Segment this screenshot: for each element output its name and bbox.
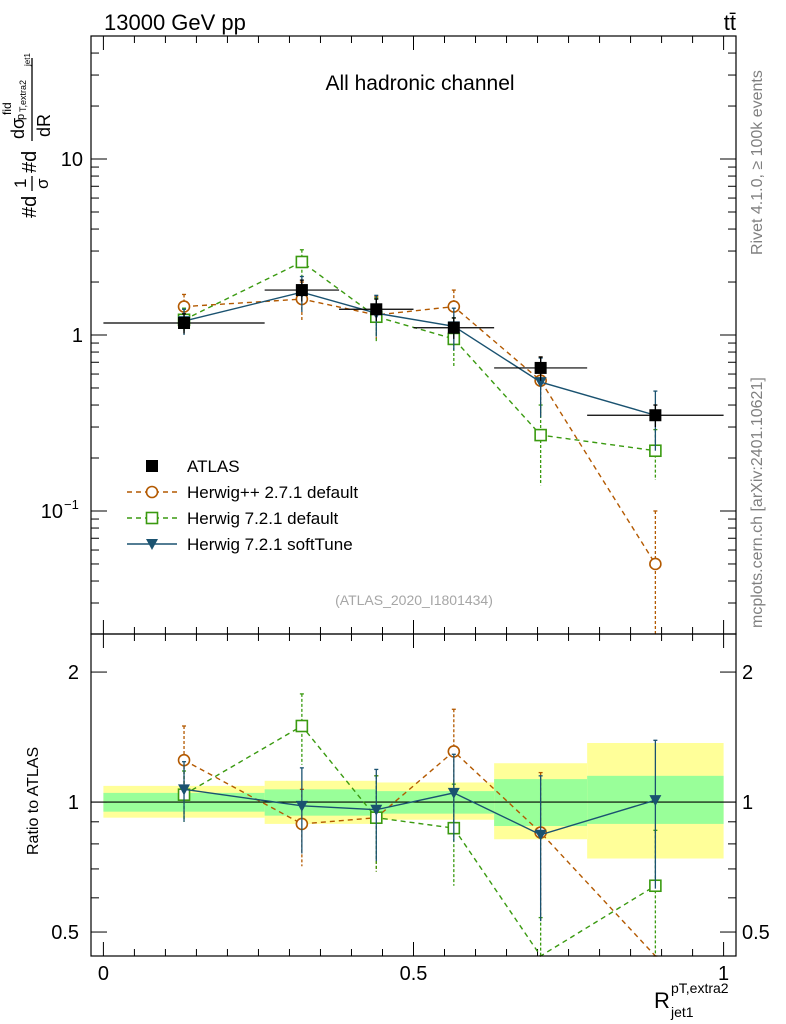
ratio-ylabel: Ratio to ATLAS [25,747,42,855]
ylabel-part: dσ [8,118,28,139]
ylabel-part: p [15,114,27,120]
data-point [295,284,308,297]
y-tick-label: 1 [72,325,83,347]
y-tick-label-exponent: −1 [64,497,79,512]
ylabel-part: dR [34,114,54,137]
legend: ATLAS Herwig++ 2.7.1 default Herwig 7.2.1 … [127,457,358,554]
data-point [649,795,662,807]
legend-marker [145,485,159,499]
y-tick-label: 10 [61,149,83,171]
xlabel-main: R [654,988,670,1013]
ratio-y-tick-label-right: 2 [742,662,753,684]
rivet-label: Rivet 4.1.0, ≥ 100k events [749,70,766,255]
main-ylabel: #d 1 σ #d dσ fid p T,extra2 jet1 dR [0,53,54,218]
x-tick-label: 1 [718,963,729,985]
data-point [370,303,383,316]
data-point [534,829,547,841]
legend-label: ATLAS [187,457,240,476]
data-point [534,361,547,374]
xlabel: R pT,extra2 jet1 [654,980,729,1020]
ratio-panel: 0.5 0.5 1 1 2 2 0 0.5 1 [51,633,770,985]
series-line [183,725,656,957]
data-point [295,255,309,269]
ratio-y-tick-label: 0.5 [51,922,79,944]
ylabel-part: T,extra2 [18,80,28,112]
analysis-tag: (ATLAS_2020_I1801434) [335,592,493,608]
legend-label: Herwig++ 2.7.1 default [187,483,358,502]
series-line [183,261,656,452]
energy-label: 13000 GeV pp [104,10,246,35]
data-point [534,377,547,389]
ratio-y-tick-label: 1 [68,792,79,814]
legend-label: Herwig 7.2.1 default [187,509,338,528]
ylabel-part: #d [19,196,41,218]
series-line [183,788,656,836]
data-point [447,787,460,799]
data-point [534,428,547,442]
ylabel-part: fid [0,102,14,115]
y-tick-label: 10 [41,501,63,523]
legend-marker [145,511,159,525]
series-line [183,291,656,416]
ratio-y-tick-label-right: 0.5 [742,922,770,944]
x-tick-label: 0 [98,963,109,985]
process-label: tt̄ [724,10,736,35]
xlabel-sup: pT,extra2 [671,980,729,996]
legend-marker [146,539,158,550]
data-point [178,784,191,796]
data-point [370,804,383,816]
ratio-y-tick-label-right: 1 [742,792,753,814]
ylabel-part: 1 [11,179,30,188]
xlabel-sub: jet1 [670,1004,694,1020]
legend-marker [146,460,158,472]
x-tick-label: 0.5 [400,963,428,985]
data-point [447,321,460,334]
source-label: mcplots.cern.ch [arXiv:2401.10621] [749,377,766,628]
data-point [649,557,662,571]
series-line [183,750,656,957]
ylabel-part: #d [19,151,41,173]
data-point [295,800,308,812]
ratio-y-tick-label: 2 [68,662,79,684]
legend-label: Herwig 7.2.1 softTune [187,535,353,554]
ylabel-part: jet1 [23,53,32,67]
ylabel-part: σ [33,178,52,189]
data-point [178,317,191,330]
chart-title: All hadronic channel [325,72,514,95]
data-point [295,719,309,733]
data-point [649,409,662,422]
ratio-frame [90,633,737,957]
